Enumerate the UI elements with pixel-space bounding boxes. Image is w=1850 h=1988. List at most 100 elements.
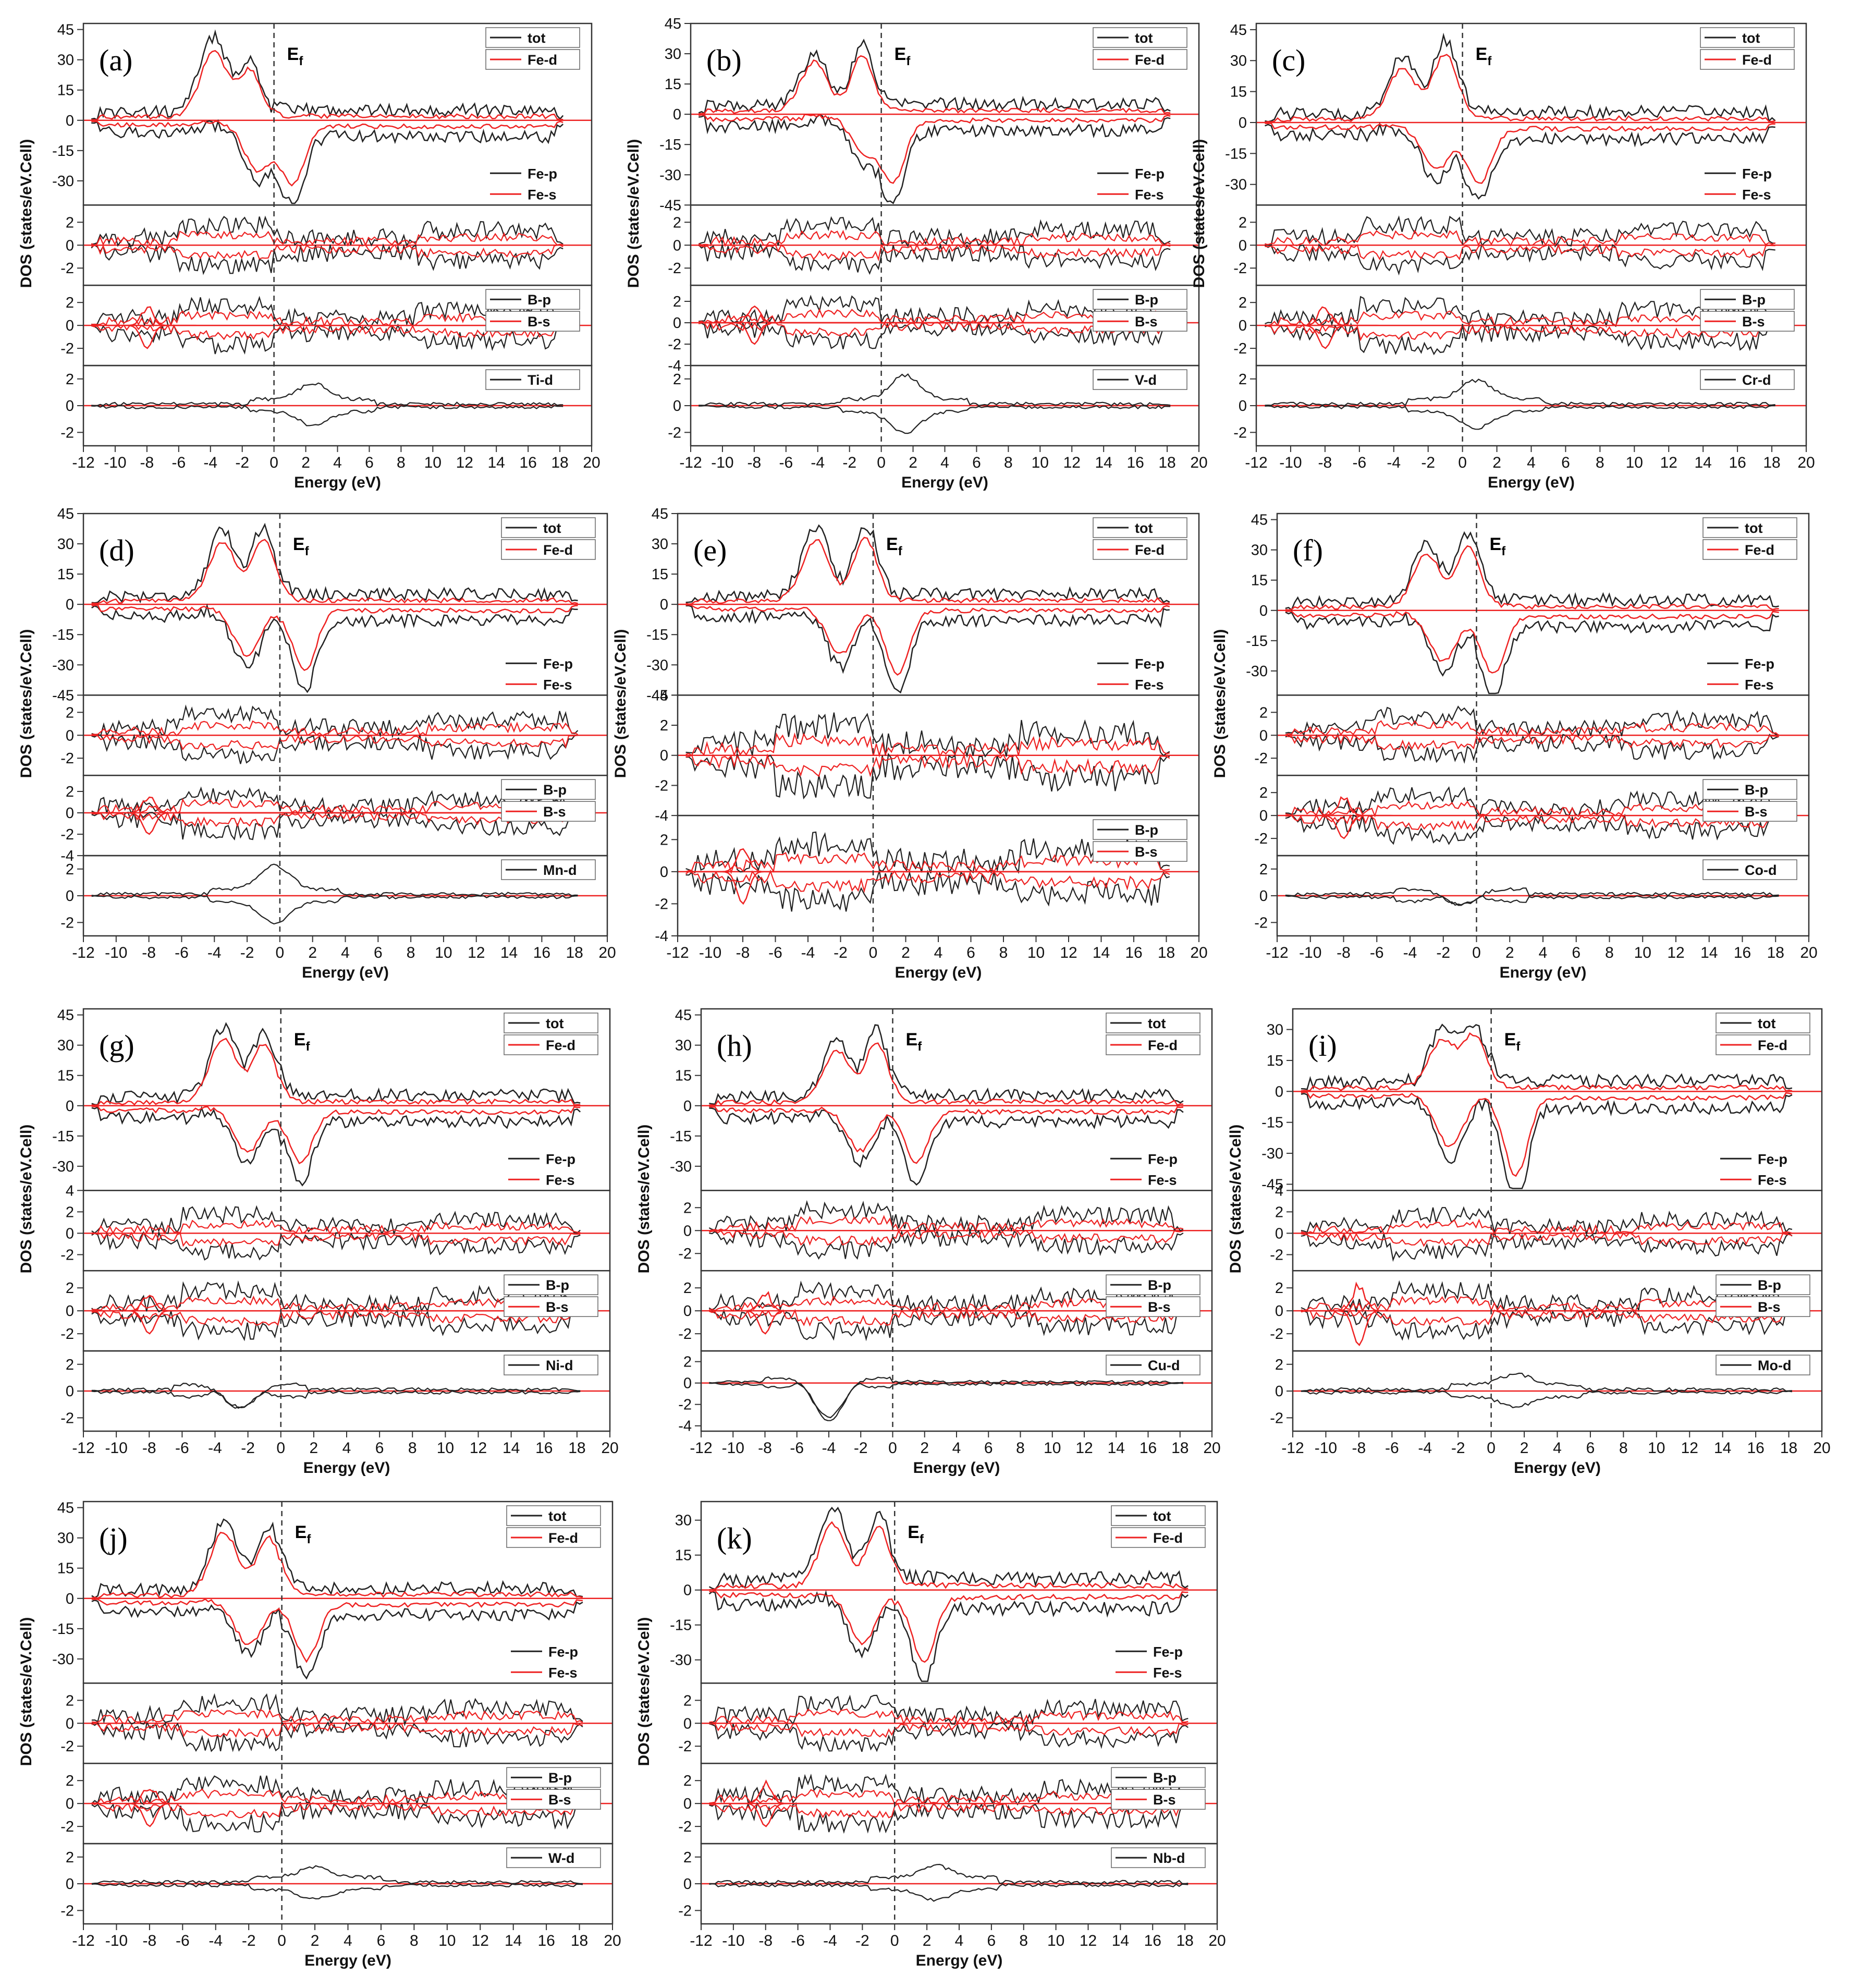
x-tick-label: 20 xyxy=(1800,944,1817,961)
s-state-up-line xyxy=(1301,1295,1793,1313)
y-tick-label: 2 xyxy=(1239,295,1247,311)
x-tick-label: -2 xyxy=(241,1440,255,1457)
y-tick-label: -2 xyxy=(678,1397,692,1413)
y-axis-label: DOS (states/eV.Cell) xyxy=(635,1617,653,1766)
x-tick-label: 6 xyxy=(987,1932,996,1949)
fe-d-spin-up-line xyxy=(91,539,578,604)
x-tick-label: 14 xyxy=(503,1440,520,1457)
y-tick-label: 0 xyxy=(1275,1083,1283,1100)
y-tick-label: -30 xyxy=(52,1158,74,1175)
dos-panel: 45 30 15 0 -15 -30 tot Fe-d Fe-p Fe-s xyxy=(1225,22,1807,206)
legend-label: tot xyxy=(543,520,561,536)
fermi-label: Ef xyxy=(287,44,304,68)
y-tick-label: 0 xyxy=(660,864,668,881)
legend-label: Fe-p xyxy=(528,166,557,181)
x-tick-label: 6 xyxy=(1586,1440,1595,1457)
legend-label: Fe-p xyxy=(548,1644,578,1660)
x-tick-label: 16 xyxy=(535,1440,553,1457)
y-tick-label: -2 xyxy=(1233,340,1247,357)
y-tick-label: 2 xyxy=(1239,371,1247,388)
s-state-down-line xyxy=(698,243,1171,262)
legend-label: Fe-d xyxy=(1742,52,1772,68)
legend-label: tot xyxy=(528,30,545,46)
y-tick-label: 2 xyxy=(66,1773,74,1789)
x-tick-label: 12 xyxy=(472,1932,489,1949)
x-tick-label: 20 xyxy=(1190,944,1207,961)
x-tick-label: 10 xyxy=(1634,944,1651,961)
y-tick-label: -30 xyxy=(1225,177,1247,193)
x-tick-label: 8 xyxy=(1596,454,1604,471)
fermi-label-sub: f xyxy=(305,1040,310,1054)
y-tick-label: -2 xyxy=(60,1819,74,1835)
y-tick-label: 15 xyxy=(675,1068,692,1084)
fermi-label: Ef xyxy=(1476,44,1492,68)
p-state-up-line xyxy=(1301,1206,1793,1237)
y-tick-label: -15 xyxy=(659,137,681,153)
fe-d-spin-down-line xyxy=(1301,1091,1793,1177)
legend-label: B-p xyxy=(546,1277,569,1293)
y-tick-label: 2 xyxy=(66,1692,74,1709)
x-tick-label: -8 xyxy=(1337,944,1351,961)
y-tick-label: 30 xyxy=(57,52,74,69)
b-s-peak-down-line xyxy=(1301,1310,1792,1346)
p-state-down-line xyxy=(1285,732,1779,764)
x-tick-label: 18 xyxy=(1171,1440,1189,1457)
x-axis-label: Energy (eV) xyxy=(1488,474,1575,491)
legend-label: Ni-d xyxy=(546,1358,573,1373)
s-state-up-line xyxy=(709,1215,1184,1233)
x-tick-label: 14 xyxy=(1695,454,1712,471)
panel-letter: (i) xyxy=(1308,1029,1337,1063)
p-state-up-line xyxy=(91,1205,581,1236)
legend-label: B-s xyxy=(1148,1299,1171,1315)
legend-label: Mo-d xyxy=(1758,1358,1791,1373)
y-tick-label: 45 xyxy=(57,1007,74,1024)
legend-label: B-s xyxy=(548,1792,571,1808)
p-state-up-line xyxy=(685,831,1170,874)
y-tick-label: 2 xyxy=(673,294,681,310)
legend-label: tot xyxy=(1148,1016,1166,1031)
dos-chart-f: 4530150-15-30totFe-dFe-pFe-s20-220-2B-pB… xyxy=(1211,512,1818,981)
y-tick-label: -30 xyxy=(670,1158,692,1175)
x-tick-label: 0 xyxy=(888,1440,897,1457)
y-tick-label: 2 xyxy=(673,214,681,231)
x-tick-label: 12 xyxy=(1063,454,1081,471)
legend-label: Fe-p xyxy=(546,1151,575,1167)
legend-label: B-p xyxy=(1153,1770,1177,1786)
y-tick-label: -2 xyxy=(60,1410,74,1426)
y-tick-label: -2 xyxy=(60,340,74,357)
legend-label: Fe-s xyxy=(1153,1665,1182,1680)
y-tick-label: 0 xyxy=(683,1223,692,1239)
x-tick-label: 20 xyxy=(1813,1440,1830,1457)
x-tick-label: 6 xyxy=(1572,944,1581,961)
x-tick-label: 8 xyxy=(1004,454,1013,471)
y-tick-label: 0 xyxy=(683,1796,692,1812)
legend-label: Fe-d xyxy=(528,52,557,68)
legend-label: Fe-p xyxy=(1742,166,1772,181)
x-axis-label: Energy (eV) xyxy=(916,1952,1003,1969)
fermi-label: Ef xyxy=(294,1030,311,1054)
x-tick-label: 6 xyxy=(966,944,975,961)
dos-panel: 2 0 -2 B-p B-s xyxy=(678,1762,1218,1845)
s-state-down-line xyxy=(1301,1231,1793,1247)
y-tick-label: 0 xyxy=(683,1582,692,1599)
x-tick-label: -8 xyxy=(736,944,750,961)
y-tick-label: -2 xyxy=(678,1326,692,1343)
y-tick-label: 30 xyxy=(652,536,668,553)
y-tick-label: 0 xyxy=(1239,318,1247,334)
fermi-label-sub: f xyxy=(906,54,911,68)
x-tick-label: -4 xyxy=(801,944,815,961)
legend-label: Fe-p xyxy=(1758,1151,1787,1167)
y-tick-label: 0 xyxy=(1275,1383,1283,1400)
y-tick-label: 0 xyxy=(1275,1303,1283,1320)
x-tick-label: 2 xyxy=(901,944,910,961)
y-tick-label: -2 xyxy=(1233,424,1247,441)
p-state-down-line xyxy=(709,1721,1189,1752)
y-tick-label: 2 xyxy=(1275,1357,1283,1373)
y-tick-label: -30 xyxy=(1261,1145,1283,1162)
x-tick-label: 2 xyxy=(923,1932,932,1949)
dos-panel: 2 0 -2 xyxy=(1233,204,1807,286)
y-tick-label: 0 xyxy=(66,1876,74,1893)
y-tick-label: -4 xyxy=(668,358,681,374)
legend-label: Fe-d xyxy=(1148,1038,1178,1053)
y-tick-label: 0 xyxy=(1239,115,1247,131)
